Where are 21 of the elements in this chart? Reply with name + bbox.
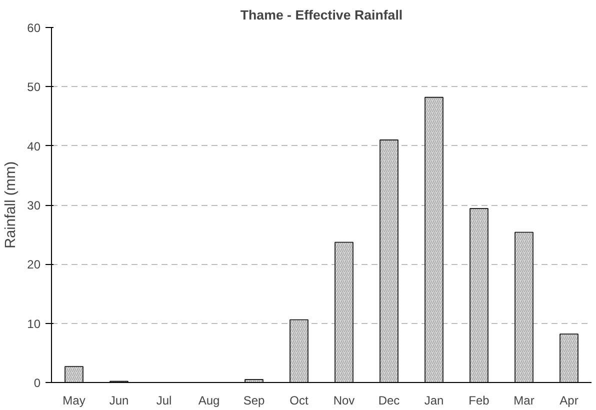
x-tick-label: Jan	[424, 394, 444, 408]
y-tick-label: 30	[27, 198, 41, 212]
chart-title: Thame - Effective Rainfall	[240, 8, 403, 22]
x-tick-label: Sep	[243, 394, 265, 408]
x-tick-label: Feb	[468, 394, 490, 408]
y-axis-title: Rainfall (mm)	[3, 161, 20, 249]
x-tick-label: Mar	[514, 394, 534, 408]
x-tick-label: Dec	[378, 394, 400, 408]
y-tick-label: 60	[27, 21, 41, 35]
x-tick-label: Oct	[290, 394, 309, 408]
y-tick-label: 20	[27, 258, 41, 272]
x-tick-label: Apr	[560, 394, 578, 408]
y-tick-label: 50	[27, 80, 41, 94]
x-tick-label: May	[62, 394, 86, 408]
x-tick-label: Nov	[333, 394, 355, 408]
y-tick-label: 10	[27, 316, 41, 331]
y-tick-label: 0	[34, 376, 41, 390]
x-tick-label: Jul	[156, 394, 172, 408]
x-tick-label: Aug	[198, 394, 220, 408]
x-tick-label: Jun	[109, 394, 129, 408]
y-tick-label: 40	[27, 139, 41, 154]
